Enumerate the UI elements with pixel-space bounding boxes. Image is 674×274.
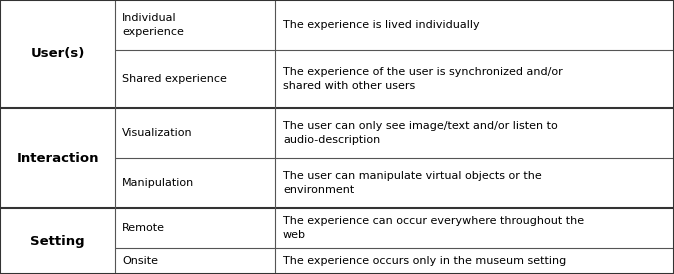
Text: Interaction: Interaction [16,152,99,164]
Text: The user can only see image/text and/or listen to
audio-description: The user can only see image/text and/or … [283,121,558,145]
Text: Remote: Remote [122,223,165,233]
Text: Individual
experience: Individual experience [122,13,184,37]
Text: Visualization: Visualization [122,128,193,138]
Text: Manipulation: Manipulation [122,178,194,188]
Text: The experience can occur everywhere throughout the
web: The experience can occur everywhere thro… [283,216,584,239]
Text: Onsite: Onsite [122,256,158,266]
Text: The user can manipulate virtual objects or the
environment: The user can manipulate virtual objects … [283,172,542,195]
Text: The experience occurs only in the museum setting: The experience occurs only in the museum… [283,256,566,266]
Text: Setting: Setting [30,235,85,247]
Text: The experience of the user is synchronized and/or
shared with other users: The experience of the user is synchroniz… [283,67,563,91]
Text: Shared experience: Shared experience [122,74,227,84]
Text: User(s): User(s) [30,47,85,61]
Text: The experience is lived individually: The experience is lived individually [283,20,480,30]
